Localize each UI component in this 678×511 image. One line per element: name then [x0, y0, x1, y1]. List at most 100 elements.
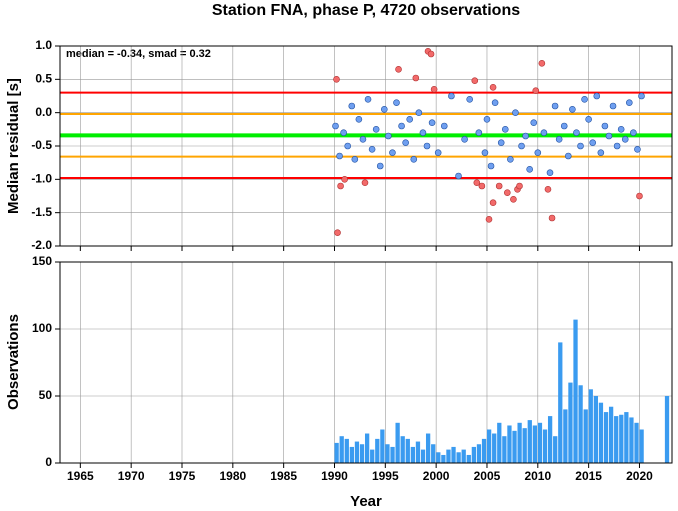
bar	[476, 444, 482, 463]
bar	[532, 425, 538, 463]
point	[497, 139, 505, 146]
outlier-point	[361, 179, 369, 186]
point	[380, 106, 388, 113]
outlier-point	[516, 182, 523, 190]
outlier-point	[473, 179, 481, 186]
x-tick-label: 2010	[524, 469, 551, 483]
bar	[537, 422, 543, 463]
point	[351, 156, 359, 163]
point	[626, 99, 633, 106]
x-tick-label: 1980	[219, 469, 246, 483]
bar	[502, 436, 507, 463]
bar	[588, 389, 593, 463]
y-tick-label: 0	[45, 455, 52, 469]
point	[434, 149, 442, 156]
bar	[553, 436, 558, 463]
point	[540, 129, 548, 136]
point	[428, 119, 436, 126]
point	[501, 126, 509, 133]
plot-frame	[59, 45, 673, 247]
y-tick-label: 1.0	[35, 38, 52, 52]
outlier-point	[412, 74, 420, 82]
point	[526, 166, 533, 173]
point	[481, 149, 489, 156]
bar	[568, 382, 573, 463]
point	[487, 162, 495, 170]
bar	[395, 422, 400, 463]
point	[355, 116, 363, 123]
point	[332, 122, 339, 130]
bar	[344, 438, 349, 463]
bar	[624, 412, 629, 463]
point	[385, 132, 392, 140]
point	[455, 172, 462, 180]
outlier-point	[478, 182, 486, 190]
bar	[664, 396, 670, 463]
bar	[334, 442, 339, 463]
bar	[420, 449, 426, 463]
y-tick-label: 50	[39, 388, 53, 402]
point	[389, 149, 396, 156]
annotation: median = -0.34, smad = 0.32	[66, 48, 211, 60]
bar	[507, 425, 512, 463]
point	[597, 149, 605, 156]
point	[364, 96, 372, 103]
point	[569, 106, 576, 113]
point	[630, 129, 637, 136]
outlier-point	[495, 182, 503, 190]
point	[617, 126, 625, 133]
bar	[375, 438, 380, 463]
bar	[410, 446, 416, 463]
point	[581, 96, 588, 103]
point	[573, 129, 580, 136]
point	[621, 136, 629, 143]
bar	[400, 436, 405, 463]
y-tick-label: 0.0	[35, 105, 52, 119]
bar	[583, 409, 588, 463]
point	[419, 129, 427, 136]
plot-frame	[59, 261, 673, 464]
point	[344, 142, 352, 150]
bar	[431, 444, 436, 463]
point	[410, 156, 418, 163]
bar	[486, 429, 492, 463]
y-axis-label: Median residual [s]	[5, 78, 22, 214]
point	[577, 142, 584, 150]
outlier-point	[510, 196, 517, 203]
bar	[385, 444, 390, 463]
point	[518, 142, 525, 150]
point	[483, 116, 491, 123]
point	[546, 169, 554, 176]
bar	[456, 452, 461, 463]
bar	[380, 429, 385, 463]
y-tick-label: 150	[32, 254, 52, 268]
bar	[619, 414, 624, 463]
point	[475, 129, 483, 136]
bar	[603, 412, 609, 463]
bar	[451, 446, 456, 463]
bar	[542, 429, 548, 463]
x-tick-label: 1995	[372, 469, 399, 483]
x-tick-label: 2000	[423, 469, 450, 483]
point	[522, 132, 529, 140]
outlier-point	[427, 50, 435, 58]
bar	[359, 444, 365, 463]
point	[555, 136, 563, 143]
bar	[522, 428, 527, 463]
point	[359, 136, 367, 143]
point	[593, 92, 601, 100]
bar	[436, 452, 441, 463]
outlier-point	[489, 84, 497, 91]
chart-title: Station FNA, phase P, 4720 observations	[212, 2, 520, 19]
x-tick-label: 2020	[626, 469, 653, 483]
bar	[492, 433, 497, 463]
bar	[481, 438, 487, 463]
bar	[573, 319, 578, 463]
y-tick-label: 0.5	[35, 72, 52, 86]
y-tick-label: -0.5	[31, 138, 52, 152]
x-tick-label: 2015	[575, 469, 602, 483]
point	[589, 139, 597, 146]
bar	[629, 417, 634, 463]
point	[605, 132, 613, 140]
bar	[558, 342, 563, 463]
